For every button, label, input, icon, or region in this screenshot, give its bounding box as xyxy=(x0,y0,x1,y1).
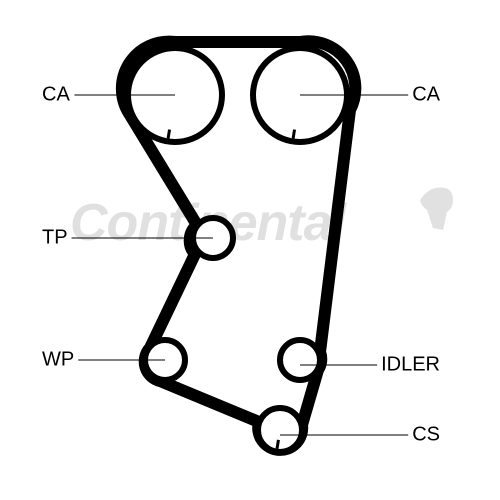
pulley-idler xyxy=(280,340,320,380)
label-idler: IDLER xyxy=(381,353,440,375)
label-cs: CS xyxy=(412,423,440,445)
labels: CA CA TP WP IDLER CS xyxy=(38,79,445,449)
label-tp: TP xyxy=(42,226,68,248)
pulley-tick-cs xyxy=(277,440,278,449)
label-ca_r: CA xyxy=(412,83,440,105)
watermark: Continental xyxy=(70,188,453,253)
leader-lines xyxy=(44,95,438,435)
pulley-cs xyxy=(258,408,302,452)
pulley-tick-ca_left xyxy=(168,130,169,139)
label-ca_l: CA xyxy=(42,83,70,105)
label-wp: WP xyxy=(42,348,74,370)
pulley-tick-ca_right xyxy=(293,130,294,139)
belt-diagram: Continental CA CA TP WP IDLER CS xyxy=(0,0,500,500)
